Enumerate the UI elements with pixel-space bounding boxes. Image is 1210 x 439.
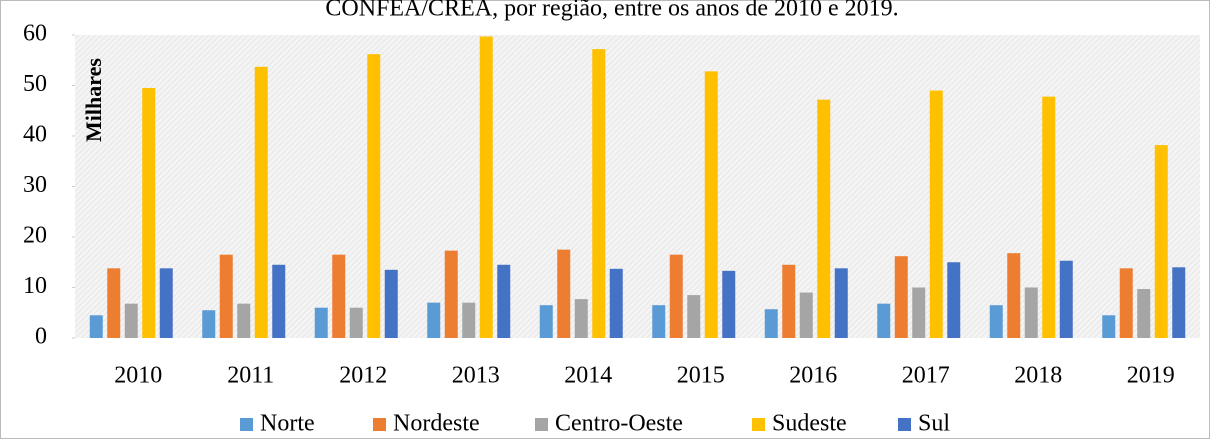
legend-swatch xyxy=(373,418,386,431)
y-tick-label: 0 xyxy=(35,324,47,350)
bar xyxy=(462,302,476,338)
legend-label: Sul xyxy=(918,411,950,437)
bar xyxy=(669,254,683,338)
x-tick-label: 2017 xyxy=(902,363,950,389)
bar xyxy=(1042,96,1056,338)
bar xyxy=(427,302,441,338)
legend-swatch xyxy=(240,418,253,431)
bar xyxy=(314,307,328,338)
bar xyxy=(272,264,286,338)
bar xyxy=(332,254,346,338)
bar xyxy=(349,307,363,338)
bar xyxy=(254,66,268,338)
bar xyxy=(817,99,831,338)
x-tick-label: 2014 xyxy=(564,363,612,389)
y-tick-label: 20 xyxy=(23,223,47,249)
bar xyxy=(782,264,796,338)
bar xyxy=(1119,268,1133,338)
x-tick-label: 2013 xyxy=(452,363,500,389)
bar xyxy=(929,90,943,338)
y-tick-label: 40 xyxy=(23,122,47,148)
x-tick-label: 2018 xyxy=(1014,363,1062,389)
bar xyxy=(367,54,381,338)
x-tick-label: 2019 xyxy=(1127,363,1175,389)
bar xyxy=(764,309,778,338)
bar xyxy=(687,295,701,338)
bar xyxy=(947,262,961,338)
bar xyxy=(834,268,848,338)
bar xyxy=(652,305,666,338)
bar xyxy=(1102,315,1116,338)
y-tick-label: 60 xyxy=(23,21,47,47)
bar xyxy=(1059,260,1073,338)
y-axis-label: Milhares xyxy=(81,58,106,142)
legend-swatch xyxy=(898,418,911,431)
x-tick-label: 2016 xyxy=(789,363,837,389)
bar xyxy=(124,303,138,338)
bar xyxy=(142,88,156,339)
chart-title: CONFEA/CREA, por região, entre os anos d… xyxy=(325,0,898,22)
bar xyxy=(497,264,511,338)
y-tick-label: 10 xyxy=(23,273,47,299)
bar xyxy=(592,49,606,338)
legend-label: Nordeste xyxy=(393,411,480,437)
bar xyxy=(237,303,251,338)
x-tick-label: 2011 xyxy=(227,363,274,389)
x-tick-label: 2012 xyxy=(339,363,387,389)
bar xyxy=(1154,145,1168,338)
bar xyxy=(1024,287,1038,338)
bar xyxy=(1137,289,1151,338)
bar xyxy=(799,292,813,338)
bar xyxy=(574,299,588,338)
legend-label: Norte xyxy=(260,411,315,437)
bar xyxy=(479,36,493,338)
bar xyxy=(159,268,173,338)
bar xyxy=(107,268,121,338)
bar xyxy=(877,303,891,338)
bar xyxy=(1172,267,1186,338)
bar xyxy=(722,270,736,338)
bar xyxy=(894,256,908,338)
x-tick-label: 2010 xyxy=(114,363,162,389)
bar xyxy=(989,305,1003,338)
bar xyxy=(89,315,103,338)
bar xyxy=(912,287,926,338)
legend-label: Centro-Oeste xyxy=(555,411,683,437)
legend-swatch xyxy=(752,418,765,431)
bar xyxy=(444,250,458,338)
bar xyxy=(557,249,571,338)
bar xyxy=(539,305,553,338)
bar xyxy=(384,269,398,338)
bar xyxy=(704,71,718,339)
bar xyxy=(219,254,233,338)
bar xyxy=(202,310,216,338)
y-tick-label: 30 xyxy=(23,172,47,198)
y-tick-label: 50 xyxy=(23,71,47,97)
legend-swatch xyxy=(535,418,548,431)
x-tick-label: 2015 xyxy=(677,363,725,389)
legend-label: Sudeste xyxy=(772,411,847,437)
bar xyxy=(1007,253,1021,338)
bar xyxy=(609,268,623,338)
